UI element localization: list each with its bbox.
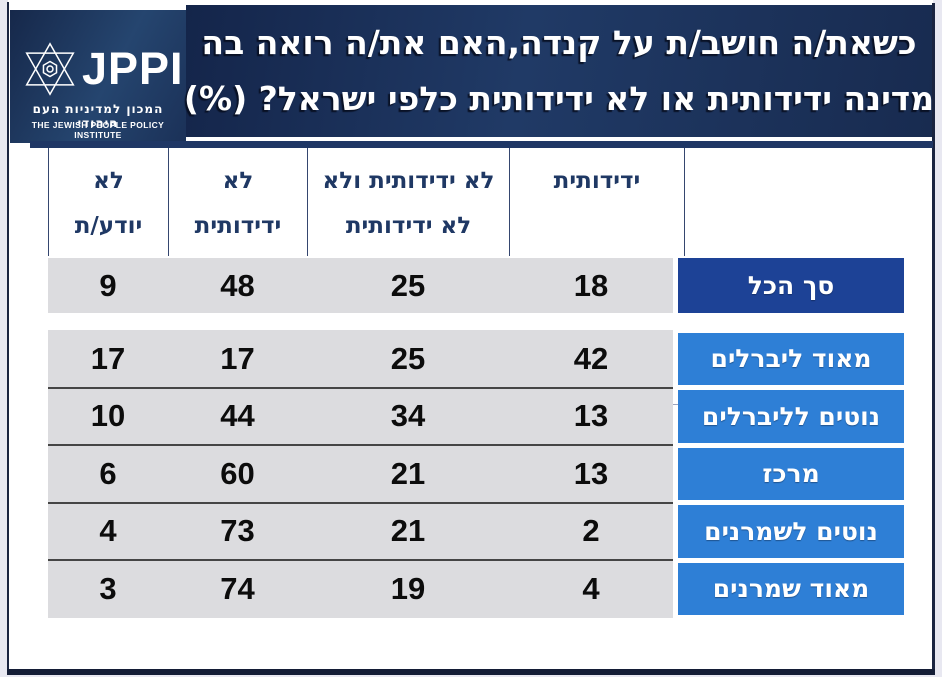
table-row-lean-liberal: 13 34 44 10 נוטים לליברלים (0, 386, 942, 445)
logo-tagline-hebrew: המכון למדיניות העם היהודי (32, 102, 164, 130)
value-lean-liberal-dont-know: 10 (48, 387, 168, 445)
row-label-lean-liberal: נוטים לליברלים (678, 390, 904, 443)
value-very-conservative-friendly: 4 (509, 560, 673, 618)
value-very-liberal-friendly: 42 (509, 330, 673, 388)
header-dont-know-line2: יודע/ת (74, 213, 143, 239)
value-total-neither: 25 (307, 258, 509, 313)
header-neither-line1: לא ידידותית ולא (322, 168, 495, 194)
value-very-liberal-neither: 25 (307, 330, 509, 388)
table-row-center: 13 21 60 6 מרכז (0, 444, 942, 503)
value-center-neither: 21 (307, 445, 509, 503)
header-unfriendly-line2: ידידותית (194, 213, 282, 239)
table-row-very-conservative: 4 19 74 3 מאוד שמרנים (0, 559, 942, 618)
value-lean-conservative-friendly: 2 (509, 502, 673, 560)
slide-title: כשאת/ה חושב/ת על קנדה,האם את/ה רואה בה מ… (183, 5, 935, 137)
header-neither-line2: לא ידידותית (345, 213, 472, 239)
value-very-conservative-dont-know: 3 (48, 560, 168, 618)
row-separator (48, 501, 673, 504)
value-lean-conservative-dont-know: 4 (48, 502, 168, 560)
row-label-lean-conservative: נוטים לשמרנים (678, 505, 904, 558)
row-label-total: סך הכל (678, 258, 904, 313)
value-lean-liberal-friendly: 13 (509, 387, 673, 445)
star-of-david-icon (25, 42, 75, 96)
value-total-unfriendly: 48 (168, 258, 307, 313)
slide-border-left (7, 2, 9, 672)
value-center-unfriendly: 60 (168, 445, 307, 503)
row-separator (48, 386, 673, 389)
row-label-very-liberal: מאוד ליברלים (678, 332, 904, 385)
value-very-conservative-neither: 19 (307, 560, 509, 618)
header-unfriendly-line1: לא (222, 168, 254, 194)
slide-title-line2: מדינה ידידותית או לא ידידותית כלפי ישראל… (183, 79, 935, 118)
header-dont-know-line1: לא (93, 168, 124, 194)
slide-border-bottom (7, 669, 935, 675)
slide-border-right (932, 3, 935, 672)
value-center-dont-know: 6 (48, 445, 168, 503)
value-total-dont-know: 9 (48, 258, 168, 313)
jppi-logo: JPPI המכון למדיניות העם היהודי THE JEWIS… (10, 10, 186, 143)
value-lean-conservative-neither: 21 (307, 502, 509, 560)
header-cell-unfriendly: לא ידידותית (168, 148, 307, 256)
row-separator (48, 559, 673, 561)
logo-row: JPPI (22, 38, 183, 100)
value-lean-liberal-neither: 34 (307, 387, 509, 445)
value-very-conservative-unfriendly: 74 (168, 560, 307, 618)
table-row-total: 18 25 48 9 סך הכל (0, 258, 942, 313)
table-row-lean-conservative: 2 21 73 4 נוטים לשמרנים (0, 501, 942, 560)
logo-tagline-english: THE JEWISH PEOPLE POLICY INSTITUTE (31, 120, 165, 140)
row-separator (48, 444, 673, 446)
value-lean-conservative-unfriendly: 73 (168, 502, 307, 560)
header-cell-dont-know: לא יודע/ת (48, 148, 168, 256)
value-lean-liberal-unfriendly: 44 (168, 387, 307, 445)
table-header-row: ידידותית לא ידידותית ולא לא ידידותית לא … (0, 148, 942, 405)
row-label-center: מרכז (678, 447, 904, 500)
value-very-liberal-dont-know: 17 (48, 330, 168, 388)
row-label-very-conservative: מאוד שמרנים (678, 562, 904, 615)
table-top-border (30, 141, 933, 148)
value-center-friendly: 13 (509, 445, 673, 503)
header-cell-neither: לא ידידותית ולא לא ידידותית (307, 148, 509, 256)
header-friendly-line1: ידידותית (553, 168, 641, 194)
logo-brand-text: JPPI (82, 43, 184, 94)
table-row-very-liberal: 42 25 17 17 מאוד ליברלים (0, 330, 942, 388)
header-cell-friendly: ידידותית (509, 148, 685, 256)
value-very-liberal-unfriendly: 17 (168, 330, 307, 388)
slide-title-line1: כשאת/ה חושב/ת על קנדה,האם את/ה רואה בה (201, 23, 917, 62)
value-total-friendly: 18 (509, 258, 673, 313)
